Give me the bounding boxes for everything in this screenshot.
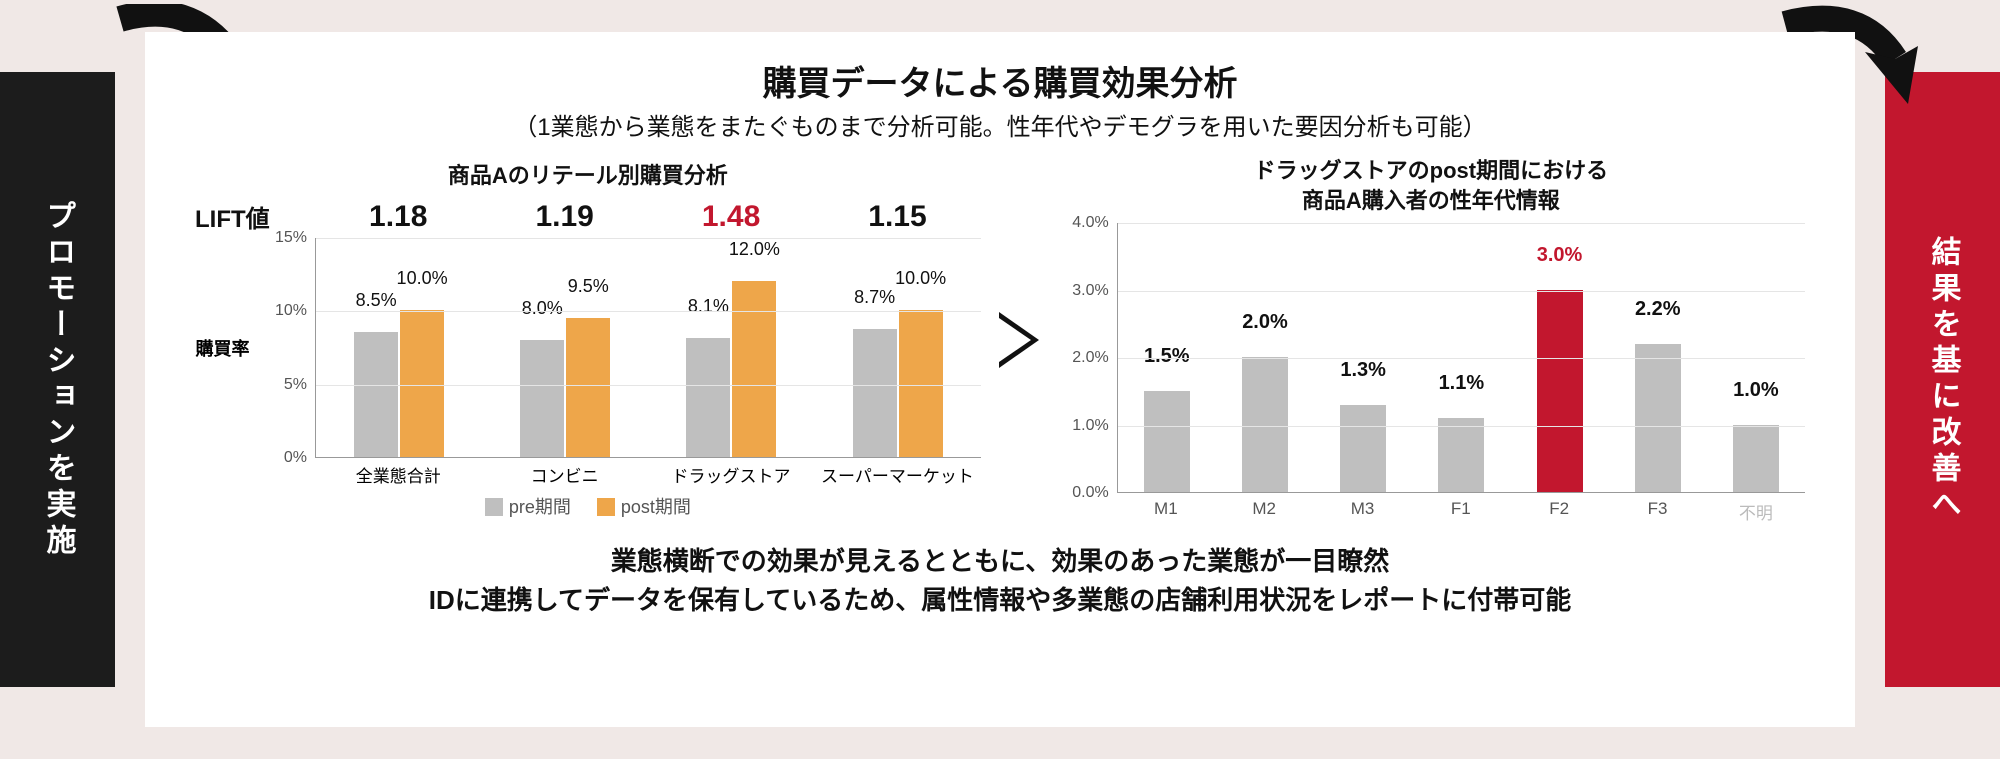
bar [354, 332, 398, 457]
chart-retail-categories: 全業態合計コンビニドラッグストアスーパーマーケット [315, 458, 981, 487]
bar [1242, 357, 1288, 492]
category-label: 全業態合計 [315, 458, 481, 487]
chart-retail-title: 商品Aのリテール別購買分析 [195, 161, 981, 191]
legend-post: post期間 [597, 493, 691, 519]
category-label: F3 [1608, 493, 1706, 524]
lift-value: 1.19 [481, 200, 647, 234]
lift-value: 1.18 [315, 200, 481, 234]
category-label: スーパーマーケット [814, 458, 980, 487]
bar [1635, 344, 1681, 493]
category-label: M3 [1313, 493, 1411, 524]
lift-value: 1.15 [814, 200, 980, 234]
category-label: M2 [1215, 493, 1313, 524]
legend-pre: pre期間 [485, 493, 571, 519]
chart-retail-ylabel: 購買率 [195, 238, 250, 458]
title-main: 購買データによる購買効果分析 [195, 56, 1805, 105]
title-block: 購買データによる購買効果分析 （1業態から業態をまたぐものまで分析可能。性年代や… [195, 56, 1805, 142]
lift-values: 1.181.191.481.15 [315, 200, 981, 234]
chart-retail: 商品Aのリテール別購買分析 LIFT値 1.181.191.481.15 購買率… [195, 161, 981, 519]
sidebar-left-text: プロモーションを実施 [36, 200, 80, 560]
bar [1733, 425, 1779, 493]
chart-retail-yaxis: 0%5%10%15% [250, 238, 315, 458]
main-panel: 購買データによる購買効果分析 （1業態から業態をまたぐものまで分析可能。性年代や… [145, 32, 1855, 727]
bar [566, 318, 610, 457]
bar [686, 338, 730, 457]
category-label: 不明 [1707, 493, 1805, 524]
chart-retail-legend: pre期間 post期間 [195, 493, 981, 519]
chart-demographics-body: 0.0%1.0%2.0%3.0%4.0% 1.5%2.0%1.3%1.1%3.0… [1057, 223, 1805, 493]
lift-row: LIFT値 1.181.191.481.15 [195, 199, 981, 234]
charts-row: 商品Aのリテール別購買分析 LIFT値 1.181.191.481.15 購買率… [195, 156, 1805, 524]
chart-retail-plot: 8.5%10.0%8.0%9.5%8.1%12.0%8.7%10.0% [315, 238, 981, 458]
bar [1340, 405, 1386, 493]
lift-value: 1.48 [648, 200, 814, 234]
category-label: ドラッグストア [648, 458, 814, 487]
bar [520, 340, 564, 457]
bar [1438, 418, 1484, 492]
sidebar-left: プロモーションを実施 [0, 72, 115, 687]
bar-group: 8.1%12.0% [648, 238, 814, 457]
title-sub: （1業態から業態をまたぐものまで分析可能。性年代やデモグラを用いた要因分析も可能… [195, 107, 1805, 142]
chart-demographics-yaxis: 0.0%1.0%2.0%3.0%4.0% [1057, 223, 1117, 493]
bar-group: 8.7%10.0% [815, 238, 981, 457]
bar-group: 8.0%9.5% [482, 238, 648, 457]
bar [853, 329, 897, 457]
chart-demographics-categories: M1M2M3F1F2F3不明 [1117, 493, 1805, 524]
chart-retail-body: 購買率 0%5%10%15% 8.5%10.0%8.0%9.5%8.1%12.0… [195, 238, 981, 458]
category-label: F2 [1510, 493, 1608, 524]
sidebar-right: 結果を基に改善へ [1885, 72, 2000, 687]
footer-text: 業態横断での効果が見えるとともに、効果のあった業態が一目瞭然 IDに連携してデー… [195, 542, 1805, 620]
bar [1537, 290, 1583, 493]
chart-demographics-title: ドラッグストアのpost期間における 商品A購入者の性年代情報 [1057, 156, 1805, 215]
chart-demographics: ドラッグストアのpost期間における 商品A購入者の性年代情報 0.0%1.0%… [1057, 156, 1805, 524]
bar [1144, 391, 1190, 492]
bar-group: 8.5%10.0% [316, 238, 482, 457]
category-label: M1 [1117, 493, 1215, 524]
category-label: F1 [1412, 493, 1510, 524]
chart-demographics-plot: 1.5%2.0%1.3%1.1%3.0%2.2%1.0% [1117, 223, 1805, 493]
triangle-separator-icon [999, 312, 1039, 368]
bar [732, 281, 776, 457]
category-label: コンビニ [481, 458, 647, 487]
sidebar-right-text: 結果を基に改善へ [1921, 236, 1965, 524]
